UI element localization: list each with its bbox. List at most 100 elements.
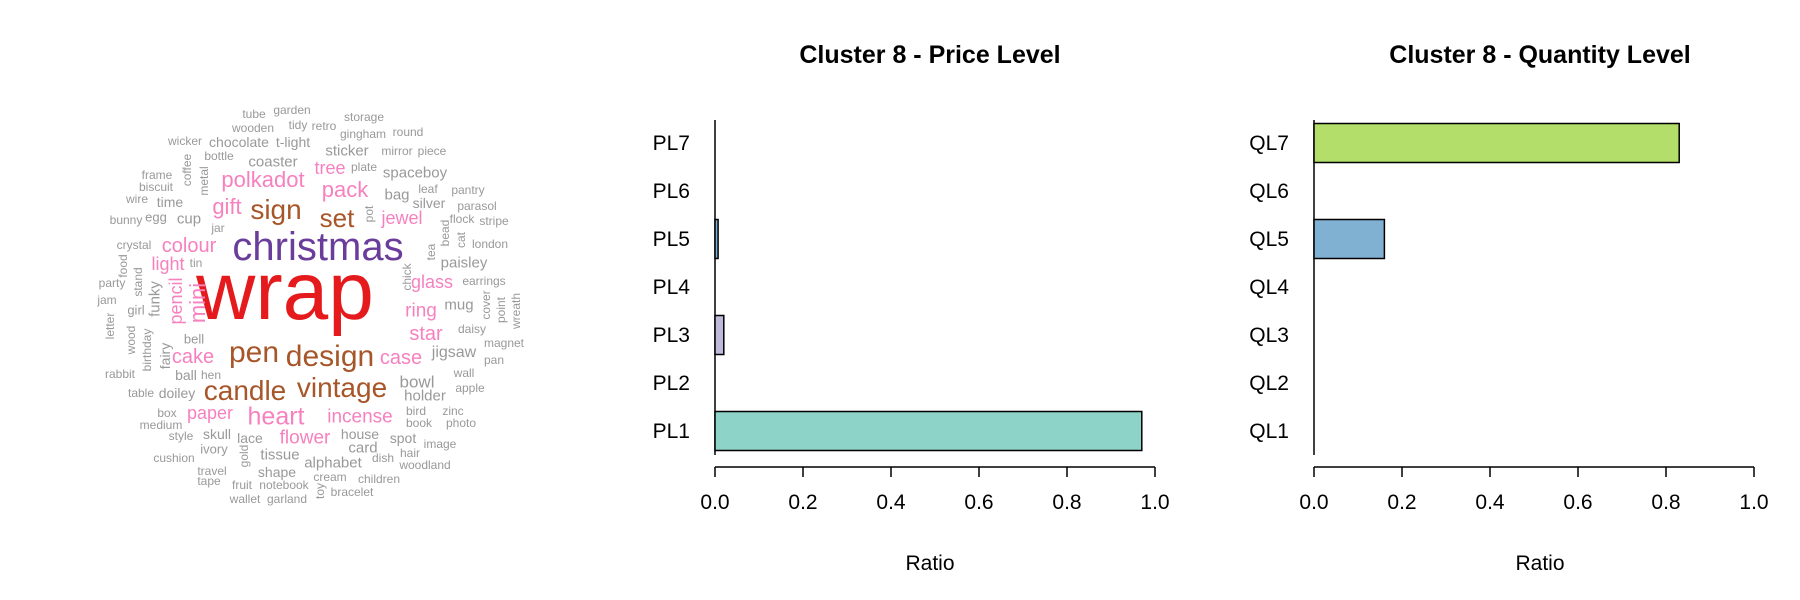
cloud-word: pantry (451, 183, 485, 197)
cloud-word: tidy (288, 118, 308, 132)
cloud-word: bag (384, 186, 410, 204)
cloud-word: cream (313, 470, 347, 484)
category-label: PL3 (653, 324, 690, 347)
bar-pl5 (714, 218, 719, 260)
cloud-word: london (471, 237, 509, 251)
cloud-word: tube (242, 107, 266, 121)
cloud-word: earrings (462, 274, 506, 288)
x-axis-label: Ratio (1515, 552, 1564, 575)
cloud-word: chocolate (209, 134, 269, 150)
x-tick-label: 0.8 (1052, 491, 1081, 514)
x-tick-label: 0.4 (1475, 491, 1505, 514)
cloud-word: mirror (381, 144, 413, 158)
cloud-word: polkadot (221, 167, 305, 192)
cloud-word: tissue (260, 446, 300, 464)
category-labels: PL1 PL2 PL3 PL4 PL5 PL6 PL7 (653, 132, 691, 443)
cloud-word: dish (371, 451, 395, 465)
cloud-word: piece (417, 144, 447, 158)
cloud-word: bead (438, 219, 452, 247)
cloud-word: holder (404, 387, 446, 405)
bar-ql7 (1313, 122, 1680, 164)
cloud-word: wallet (229, 492, 261, 506)
category-label: QL3 (1249, 324, 1289, 347)
cloud-word: vintage (296, 372, 388, 403)
cloud-word: letter (103, 312, 117, 340)
cloud-word: wire (125, 192, 149, 206)
category-label: PL6 (653, 180, 690, 203)
cloud-word: magnet (483, 336, 525, 350)
x-tick-label: 1.0 (1739, 491, 1768, 514)
cloud-word: pot (362, 205, 376, 223)
cloud-word: metal (197, 166, 211, 196)
x-tick-label: 0.2 (1387, 491, 1416, 514)
cloud-word: travel (197, 464, 227, 478)
chart-title: Cluster 8 - Price Level (799, 41, 1060, 69)
cloud-word: hen (200, 368, 222, 382)
cloud-word: pen (228, 336, 280, 369)
x-tick-label: 0.6 (964, 491, 993, 514)
cloud-word: spaceboy (382, 164, 448, 182)
x-tick-label: 0.0 (700, 491, 729, 514)
bar-pl1 (714, 410, 1143, 452)
cloud-word: paper (186, 403, 234, 423)
cloud-word: party (98, 276, 126, 290)
bar-group (1313, 120, 1680, 455)
x-tick-label: 0.6 (1563, 491, 1592, 514)
category-label: QL1 (1249, 420, 1289, 443)
quantity-level-chart: Cluster 8 - Quantity Level QL1QL2QL3QL4Q… (1249, 41, 1769, 575)
cloud-word: bowl (399, 372, 435, 392)
cloud-word: zinc (442, 404, 464, 418)
cloud-word: wooden (231, 121, 275, 135)
category-labels: QL1 QL2 QL3 QL4 QL5 QL6 QL7 (1249, 132, 1289, 443)
cloud-word: stand (131, 267, 145, 297)
x-axis: 0.0 0.2 0.4 0.6 0.8 1.0 (1299, 466, 1769, 514)
price-level-chart: Cluster 8 - Price Level PL1PL2PL3PL4PL5P… (653, 41, 1170, 575)
cloud-word: photo (445, 416, 477, 430)
cloud-word: house (340, 426, 380, 442)
bar-ql5 (1313, 218, 1386, 260)
cloud-word: cup (176, 210, 202, 228)
cloud-word: pencil (166, 277, 186, 325)
cloud-word: bottle (204, 149, 234, 163)
cloud-word: skull (202, 426, 232, 442)
cloud-word: chick (400, 263, 414, 291)
cloud-word: point (494, 296, 508, 324)
x-tick-label: 0.4 (876, 491, 906, 514)
cloud-word: card (348, 439, 378, 457)
cloud-word: funky (146, 281, 164, 317)
cloud-word: leaf (418, 182, 438, 196)
x-tick-label: 1.0 (1140, 491, 1169, 514)
cloud-word: notebook (259, 478, 309, 492)
cloud-word: pan (483, 353, 505, 367)
cloud-word: sticker (325, 142, 369, 160)
cloud-word: flower (279, 427, 331, 449)
category-label: PL4 (653, 276, 691, 299)
cloud-word: apple (455, 381, 485, 395)
cloud-word: wreath (509, 292, 523, 330)
x-axis-label: Ratio (905, 552, 954, 575)
cloud-word: wood (124, 325, 138, 355)
cloud-word: cushion (153, 451, 195, 465)
cloud-word: pack (321, 177, 369, 202)
cloud-word: mug (444, 296, 474, 314)
category-label: QL7 (1249, 132, 1289, 155)
cloud-word: star (409, 323, 443, 345)
bar-pl3 (714, 314, 725, 356)
cloud-word: style (168, 429, 194, 443)
cloud-word: christmas (232, 225, 404, 269)
cloud-word: gingham (339, 127, 387, 141)
cloud-word: colour (161, 235, 217, 257)
cloud-word: crystal (116, 238, 152, 252)
chart-title: Cluster 8 - Quantity Level (1389, 41, 1690, 69)
x-axis: 0.0 0.2 0.4 0.6 0.8 1.0 (700, 466, 1170, 514)
cloud-word: sign (250, 194, 302, 225)
cloud-word: ring (405, 300, 437, 322)
cloud-word: storage (343, 110, 385, 124)
cloud-word: bird (405, 404, 427, 418)
category-label: QL2 (1249, 372, 1289, 395)
category-label: PL5 (653, 228, 690, 251)
cloud-word: lace (237, 430, 263, 446)
cloud-word: plate (350, 160, 378, 174)
cloud-word: fruit (231, 478, 253, 492)
category-label: PL1 (653, 420, 690, 443)
